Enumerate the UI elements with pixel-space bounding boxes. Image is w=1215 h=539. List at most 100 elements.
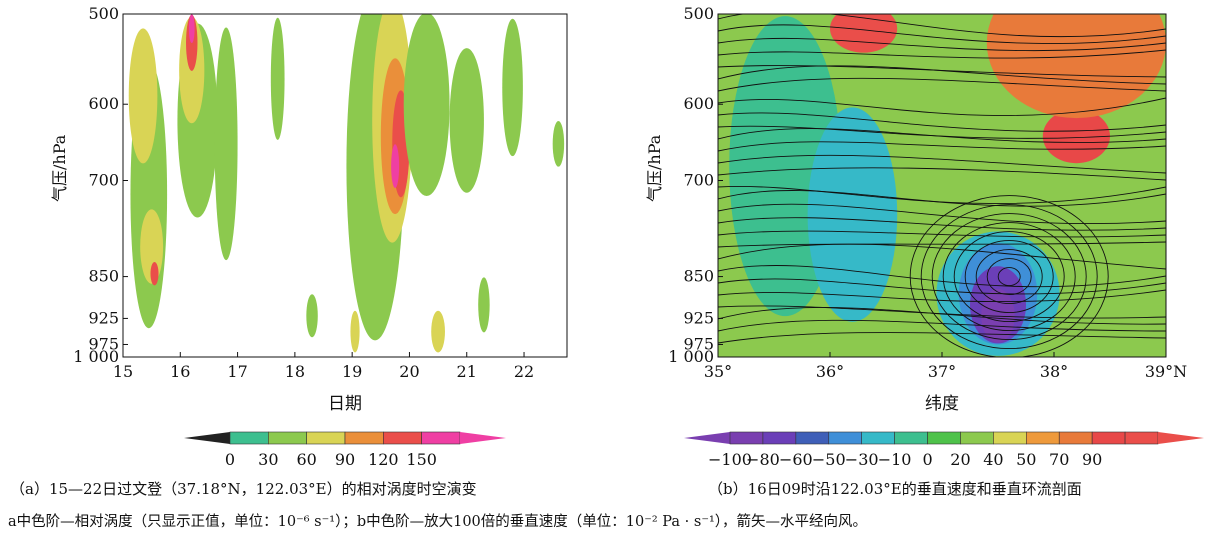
field-region-1 — [807, 107, 898, 322]
field-region-22 — [552, 120, 565, 167]
colorbar-label-7: 20 — [950, 450, 970, 469]
x-tick-label-3: 18 — [285, 362, 305, 381]
vortex-ring-9 — [909, 195, 1109, 357]
colorbar-label-9: 50 — [1016, 450, 1036, 469]
streamline-20 — [718, 243, 1166, 270]
colorbar-swatch-4 — [383, 431, 422, 445]
colorbar-label-3: 90 — [335, 450, 355, 469]
field-region-21 — [502, 18, 523, 157]
x-tick-label-1: 16 — [170, 362, 190, 381]
colorbar-label-2: −60 — [779, 450, 813, 469]
colorbar-a: 0 30 60 90 120 150 — [184, 431, 506, 469]
x-tick-label-0: 35° — [704, 362, 732, 381]
y-tick-label-4: 925 — [683, 308, 714, 327]
colorbar-swatch-7 — [960, 431, 994, 445]
field-region-17 — [403, 14, 450, 196]
colorbar-label-0: 0 — [225, 450, 235, 469]
colorbar-extend-low — [684, 432, 730, 444]
plot-frame — [122, 13, 568, 358]
field-region-2 — [140, 209, 164, 284]
field-region-7 — [188, 14, 195, 44]
y-tick-label-5: 975 — [88, 334, 119, 353]
x-axis-label: 日期 — [328, 394, 362, 414]
field-region-3 — [150, 261, 159, 286]
field-region-19 — [449, 48, 484, 193]
colorbar-label-2: 60 — [296, 450, 316, 469]
colorbar-extend-low — [184, 432, 230, 444]
colorbar-swatch-5 — [421, 431, 461, 445]
field-region-16 — [350, 310, 360, 353]
y-tick-label-2: 700 — [683, 171, 714, 190]
colorbar-swatch-1 — [762, 431, 797, 445]
field-region-1 — [128, 28, 158, 164]
field-region-8 — [986, 14, 1166, 119]
colorbar-label-5: 150 — [406, 450, 437, 469]
colorbar-swatch-0 — [229, 431, 269, 445]
y-tick-label-0: 500 — [88, 4, 119, 23]
colorbar-label-5: −10 — [878, 450, 912, 469]
streamline-16 — [718, 203, 1166, 225]
colorbar-extend-high — [460, 432, 506, 444]
figure-note: a中色阶—相对涡度（只显示正值，单位：10⁻⁶ s⁻¹）；b中色阶—放大100倍… — [8, 514, 868, 530]
colorbar-label-6: 0 — [922, 450, 932, 469]
streamline-15 — [718, 190, 1166, 207]
x-tick-label-6: 21 — [457, 362, 477, 381]
y-tick-label-2: 700 — [88, 171, 119, 190]
streamline-22 — [718, 278, 1166, 295]
streamline-24 — [718, 305, 1166, 319]
streamlines — [718, 14, 1166, 357]
caption-a: （a）15—22日过文登（37.18°N，122.03°E）的相对涡度时空演变 — [10, 480, 477, 498]
vortex-ring-1 — [997, 267, 1021, 287]
field-a — [128, 14, 565, 353]
vortex-ring-2 — [986, 258, 1032, 296]
streamline-18 — [718, 230, 1166, 238]
colorbar-label-4: −30 — [845, 450, 879, 469]
streamline-17 — [718, 217, 1166, 231]
vortex-ring-4 — [964, 240, 1054, 314]
colorbar-swatch-12 — [1124, 431, 1159, 445]
x-axis-label: 纬度 — [925, 394, 959, 414]
y-tick-label-1: 600 — [88, 94, 119, 113]
colorbar-swatch-1 — [268, 431, 307, 445]
colorbar-label-11: 90 — [1082, 450, 1102, 469]
colorbar-label-0: −100 — [708, 450, 752, 469]
field-region-18 — [431, 310, 445, 353]
streamline-25 — [718, 306, 1166, 325]
streamline-13 — [718, 167, 1166, 181]
colorbar-swatch-8 — [993, 431, 1027, 445]
streamline-14 — [718, 186, 1166, 204]
streamline-27 — [718, 332, 1166, 344]
streamline-10 — [718, 128, 1166, 143]
colorbar-swatch-10 — [1058, 431, 1093, 445]
field-region-20 — [478, 277, 490, 333]
colorbar-swatch-0 — [729, 431, 764, 445]
streamline-12 — [718, 154, 1166, 174]
streamline-7 — [718, 97, 1166, 116]
x-tick-label-2: 37° — [928, 362, 956, 381]
colorbar-label-1: 30 — [258, 450, 278, 469]
y-tick-label-6: 1 000 — [73, 347, 119, 366]
colorbar-swatch-4 — [861, 431, 895, 445]
colorbar-swatch-3 — [828, 431, 862, 445]
vortex-ring-8 — [920, 204, 1098, 350]
colorbar-label-4: 120 — [368, 450, 399, 469]
x-tick-label-2: 17 — [227, 362, 247, 381]
colorbar-b: −100−80 −60 −50 −30 −10 0 20 40 50 70 90 — [684, 431, 1204, 469]
y-axis-label: 气压/hPa — [645, 134, 664, 202]
streamline-2 — [718, 37, 1166, 52]
x-tick-label-5: 20 — [399, 362, 419, 381]
streamline-6 — [718, 77, 1166, 92]
streamline-21 — [718, 265, 1166, 288]
y-tick-label-3: 850 — [683, 267, 714, 286]
y-axis-label: 气压/hPa — [50, 134, 69, 202]
vortex-ring-5 — [953, 231, 1065, 323]
field-region-6 — [830, 14, 898, 53]
vortex-ring-6 — [942, 222, 1076, 332]
streamline-8 — [718, 112, 1166, 132]
streamline-11 — [718, 141, 1166, 152]
x-tick-label-3: 38° — [1040, 362, 1068, 381]
field-region-7 — [1042, 109, 1110, 164]
